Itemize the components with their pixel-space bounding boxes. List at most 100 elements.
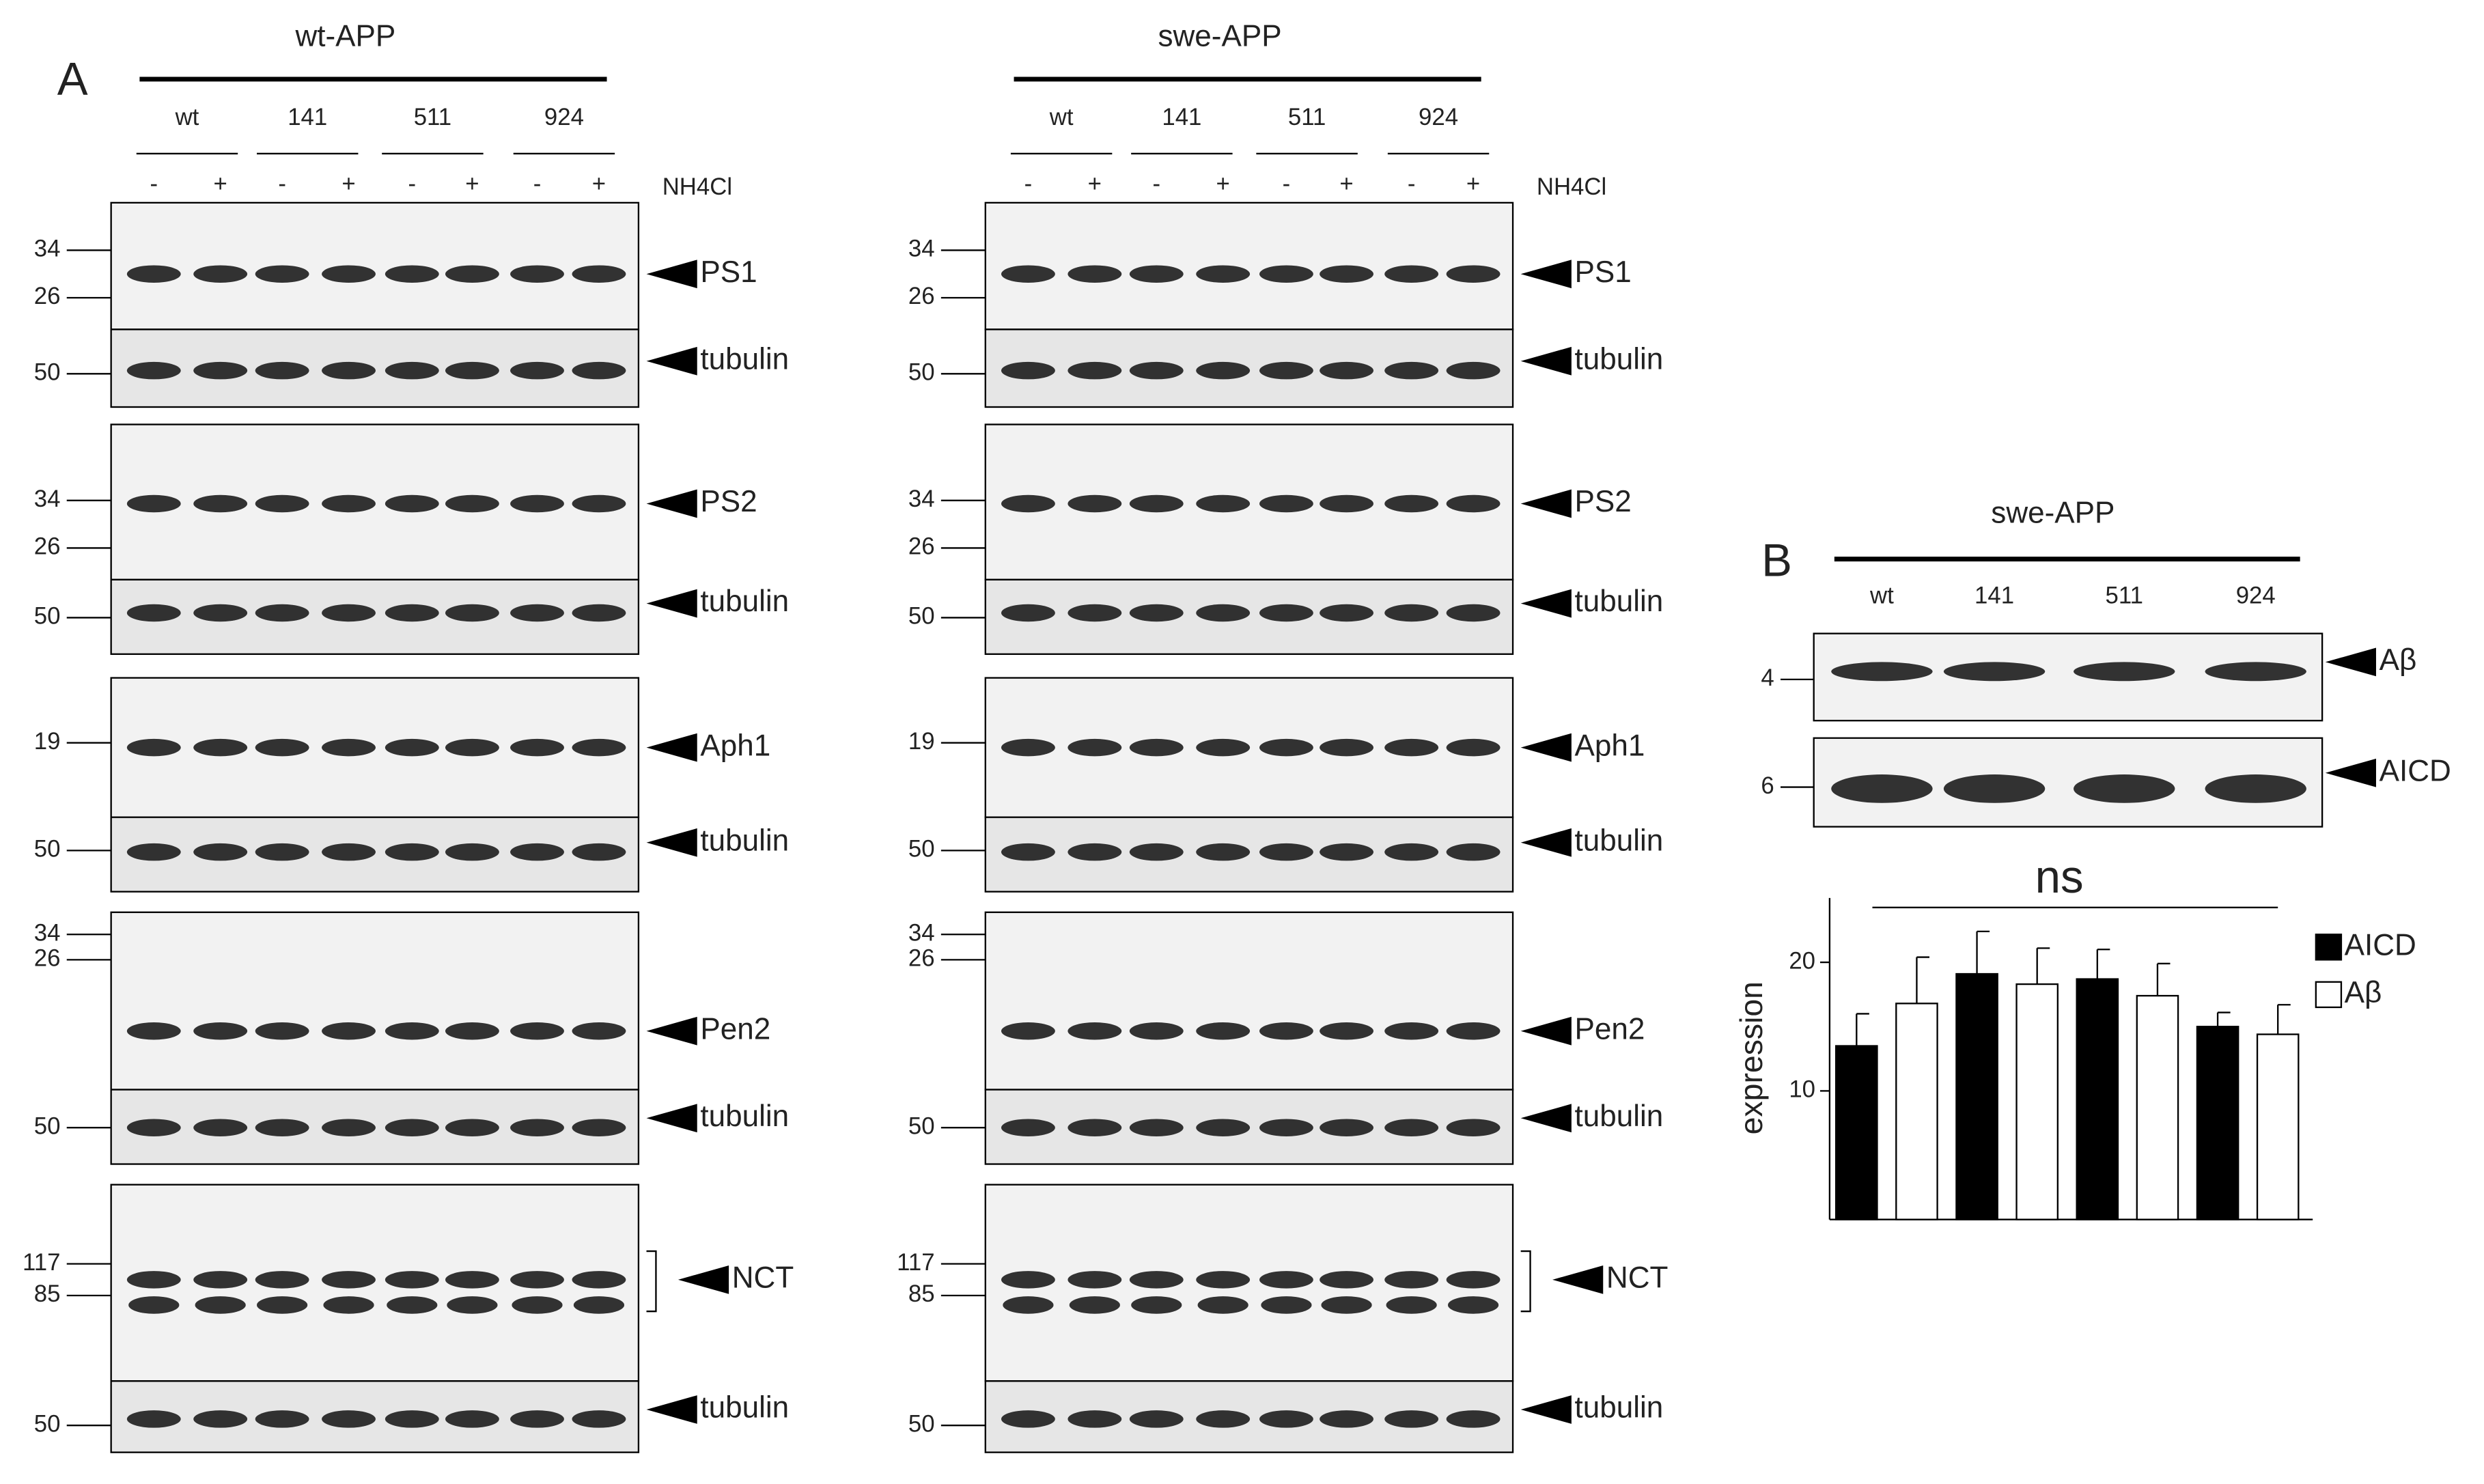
lane-label: wt xyxy=(175,104,199,130)
band xyxy=(510,361,564,380)
loading-target: tubulin xyxy=(1575,1391,1664,1425)
band xyxy=(385,1119,439,1136)
band xyxy=(1447,1296,1499,1314)
blot-target: Pen2 xyxy=(700,1012,770,1046)
band xyxy=(1446,265,1501,283)
marker-label: 50 xyxy=(908,604,935,630)
band xyxy=(385,265,439,283)
lane-label: 924 xyxy=(2236,583,2276,608)
band xyxy=(1259,361,1313,380)
treatment-label: NH4Cl xyxy=(1537,174,1606,200)
marker-label: 34 xyxy=(908,486,935,512)
band xyxy=(1129,604,1184,622)
treatment-sign: - xyxy=(533,171,542,197)
marker-label: 50 xyxy=(908,1411,935,1437)
arrowhead xyxy=(1520,589,1572,618)
band xyxy=(1446,1022,1501,1040)
band xyxy=(1067,265,1122,283)
marker-label: 50 xyxy=(908,359,935,385)
loading-target: tubulin xyxy=(700,342,789,376)
arrowhead xyxy=(2325,647,2376,677)
band xyxy=(322,1022,376,1040)
band xyxy=(1320,361,1373,380)
blot-target: AICD xyxy=(2380,754,2451,787)
band xyxy=(255,1119,309,1136)
band xyxy=(510,1022,564,1040)
band xyxy=(572,1022,626,1040)
band xyxy=(572,361,626,380)
band xyxy=(193,1271,248,1289)
y-axis-label: expression xyxy=(1733,981,1769,1134)
treatment-sign: + xyxy=(592,171,606,197)
band xyxy=(1067,738,1122,757)
band xyxy=(128,1296,180,1314)
band xyxy=(126,494,181,513)
band xyxy=(445,494,499,513)
band xyxy=(445,843,499,861)
band xyxy=(1196,843,1251,861)
band xyxy=(1001,1410,1055,1428)
band xyxy=(1003,1296,1054,1314)
band xyxy=(126,1119,181,1136)
arrowhead xyxy=(1520,1104,1572,1133)
band xyxy=(447,1296,498,1314)
arrowhead xyxy=(646,489,697,518)
band xyxy=(445,265,499,283)
marker-label: 50 xyxy=(34,1411,61,1437)
bar xyxy=(2256,1033,2300,1220)
band xyxy=(1320,1410,1373,1428)
band xyxy=(1446,361,1501,380)
annotation: ns xyxy=(2035,852,2084,903)
treatment-label: NH4Cl xyxy=(662,174,732,200)
lane-label: wt xyxy=(1049,104,1074,130)
band xyxy=(1446,843,1501,861)
treatment-sign: + xyxy=(1339,171,1353,197)
band xyxy=(510,265,564,283)
band xyxy=(255,843,309,861)
treatment-sign: + xyxy=(1466,171,1480,197)
marker-label: 85 xyxy=(34,1281,61,1307)
band xyxy=(510,494,564,513)
band xyxy=(1384,843,1439,861)
marker-label: 50 xyxy=(34,359,61,385)
band xyxy=(1001,738,1055,757)
band xyxy=(322,1119,376,1136)
band xyxy=(323,1296,374,1314)
band xyxy=(572,738,626,757)
legend-swatch xyxy=(2315,934,2343,961)
band xyxy=(445,1410,499,1428)
marker-label: 34 xyxy=(908,236,935,262)
band xyxy=(510,604,564,622)
band xyxy=(512,1296,563,1314)
band xyxy=(1446,1119,1501,1136)
band xyxy=(1196,494,1251,513)
loading-target: tubulin xyxy=(700,1391,789,1425)
band xyxy=(572,1410,626,1428)
band xyxy=(1067,1119,1122,1136)
band xyxy=(1067,361,1122,380)
marker-label: 85 xyxy=(908,1281,935,1307)
band xyxy=(193,604,248,622)
band xyxy=(1196,265,1251,283)
loading-target: tubulin xyxy=(1575,342,1664,376)
arrowhead xyxy=(678,1265,729,1294)
band xyxy=(1259,1022,1313,1040)
band xyxy=(1259,265,1313,283)
blot-target: PS2 xyxy=(1575,485,1632,518)
band xyxy=(445,604,499,622)
band xyxy=(1384,1022,1439,1040)
lane-label: 141 xyxy=(1974,583,2014,608)
band xyxy=(1196,1410,1251,1428)
band xyxy=(1001,843,1055,861)
band xyxy=(1067,1022,1122,1040)
band xyxy=(1129,738,1184,757)
band xyxy=(193,843,248,861)
arrowhead xyxy=(2325,758,2376,787)
band xyxy=(1001,1119,1055,1136)
marker-label: 19 xyxy=(908,729,935,755)
arrowhead xyxy=(1520,733,1572,762)
band xyxy=(1320,738,1373,757)
band xyxy=(385,738,439,757)
band xyxy=(322,738,376,757)
